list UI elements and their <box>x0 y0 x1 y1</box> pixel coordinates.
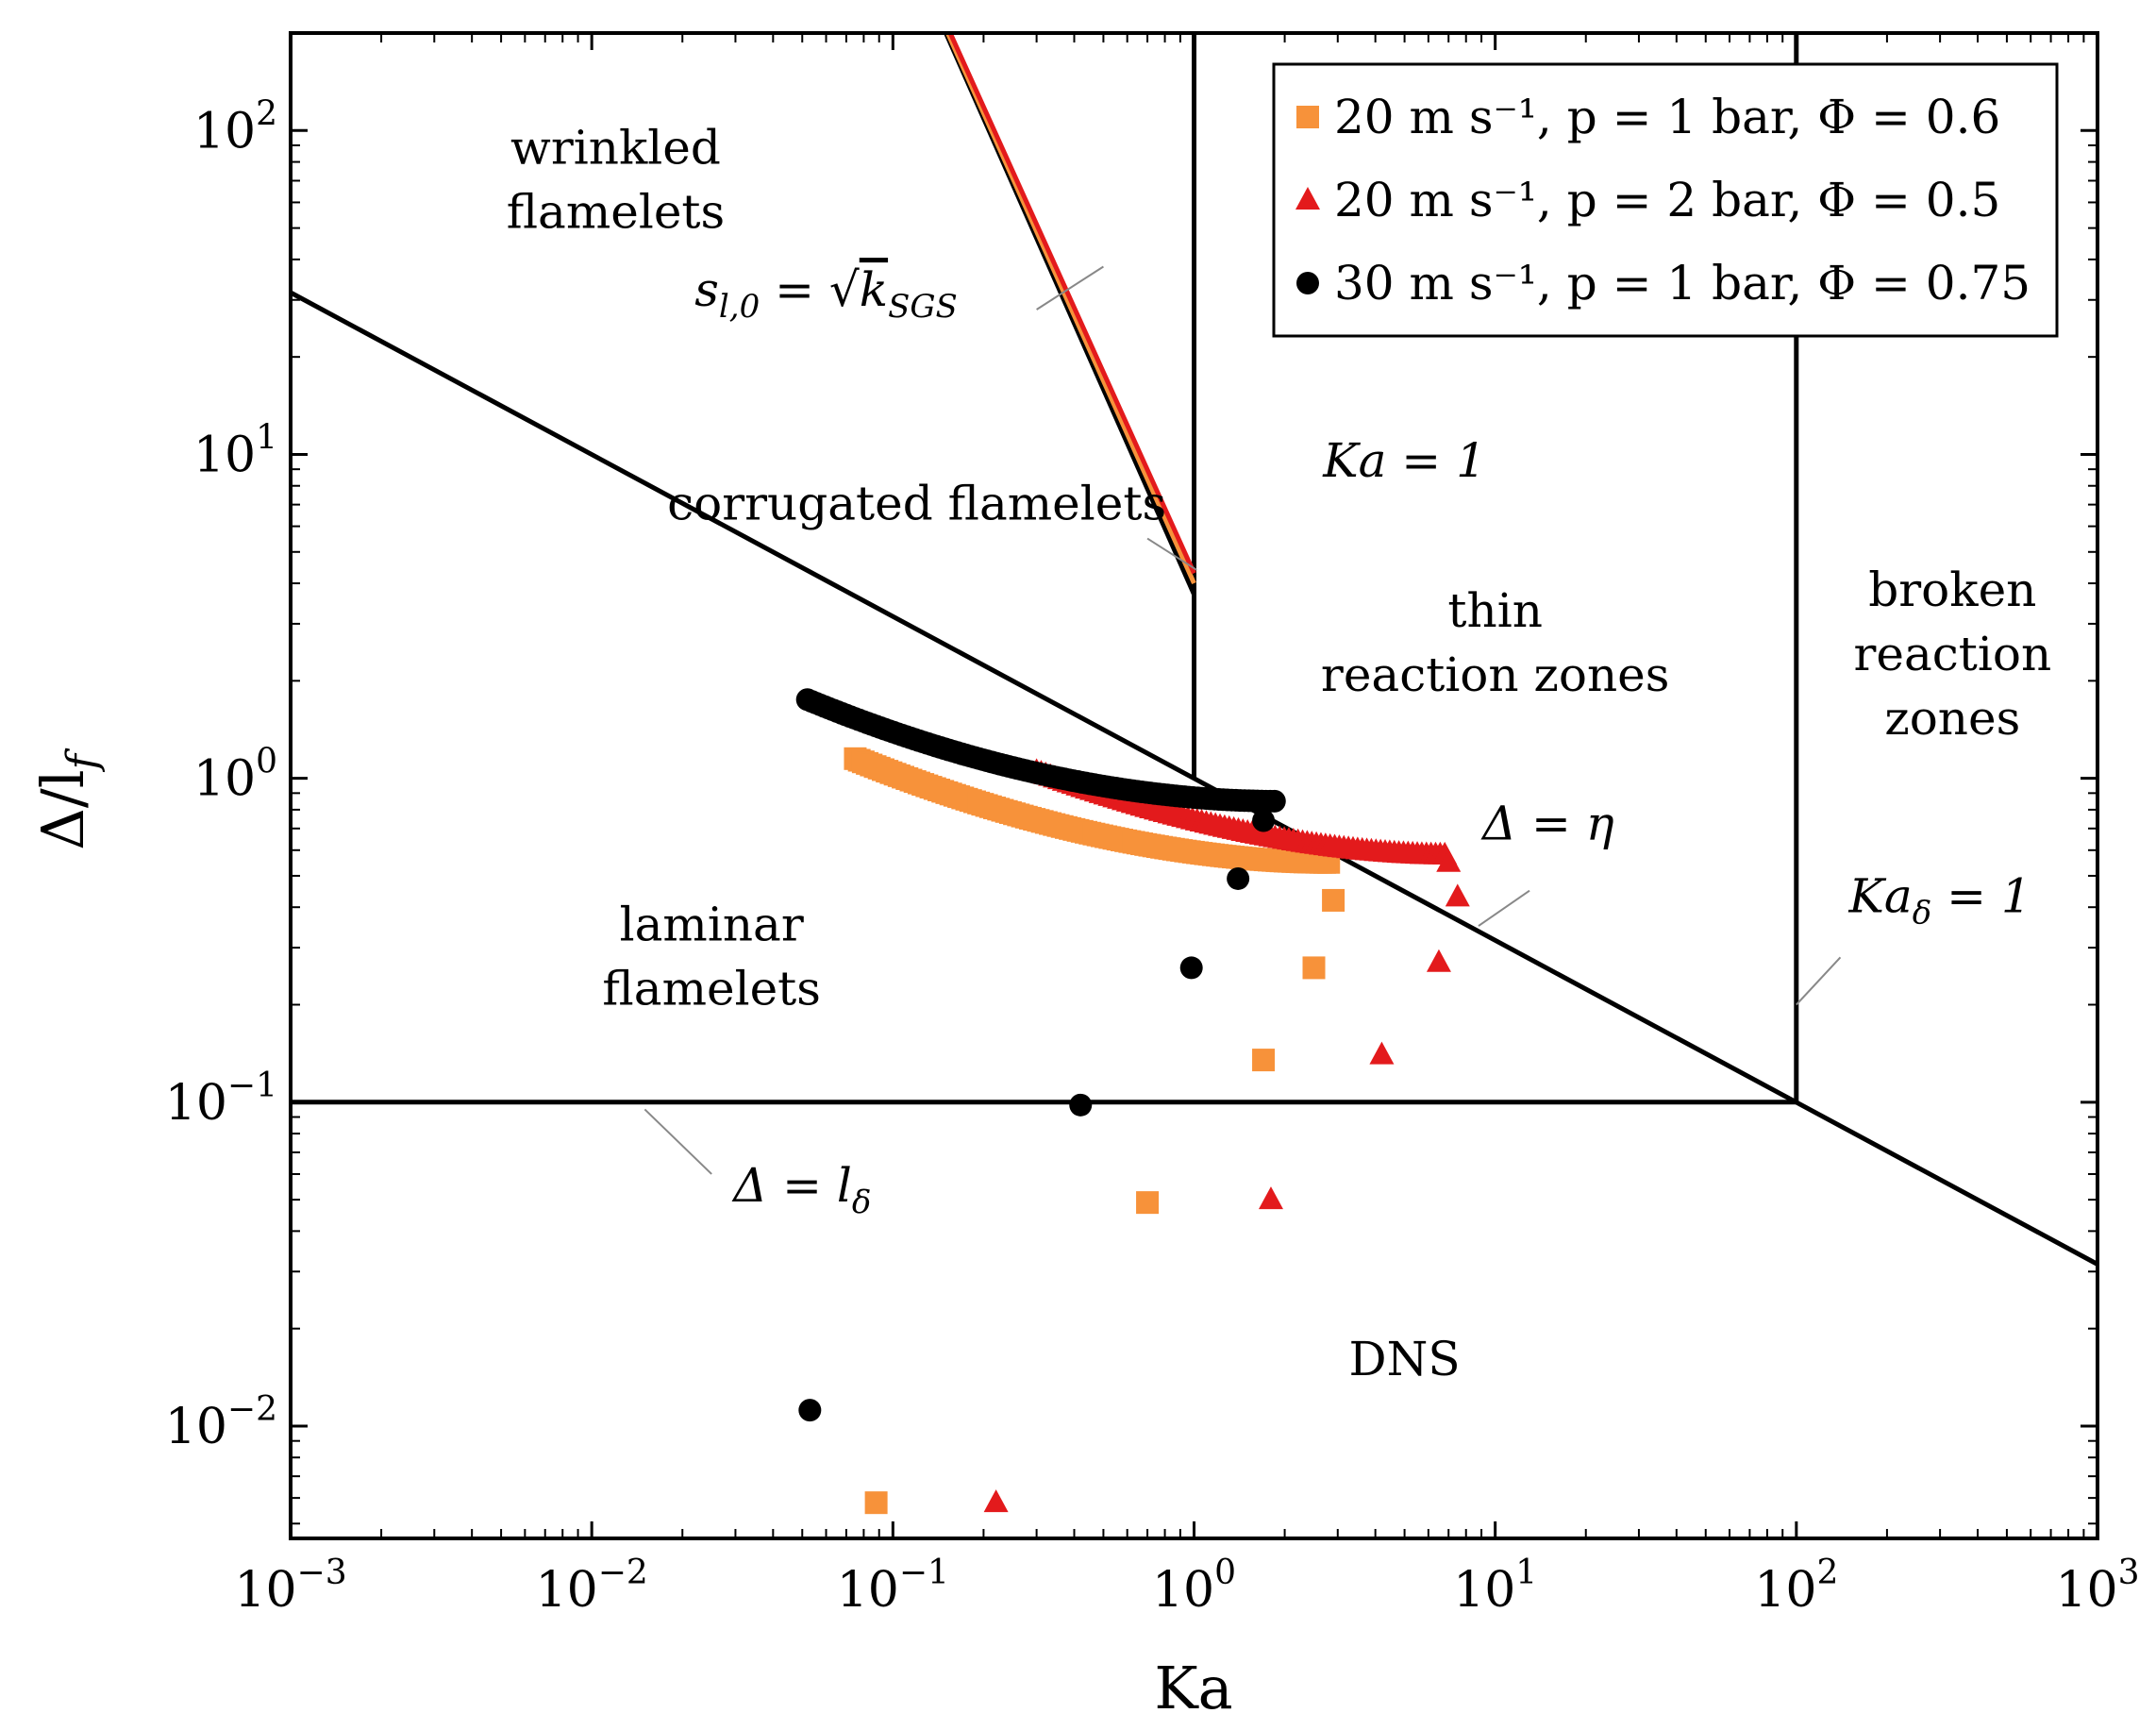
legend-marker-square <box>1296 106 1319 128</box>
x-tick-label: 10−1 <box>837 1554 949 1619</box>
x-tick-label: 10−2 <box>536 1554 648 1619</box>
legend-box <box>1272 62 2059 338</box>
x-axis-title: Ka <box>1154 1654 1232 1722</box>
series-2-marker <box>1426 949 1451 972</box>
x-tick-label: 103 <box>2055 1554 2139 1619</box>
x-tick-label: 102 <box>1754 1554 1838 1619</box>
series-1-marker <box>1136 1191 1160 1215</box>
region-label: thin <box>1447 583 1543 638</box>
legend-marker-triangle <box>1295 187 1320 210</box>
series-3-marker <box>1069 1093 1093 1117</box>
regime-line-sl-eq-sqrt-k-red <box>947 33 1196 575</box>
series-2-marker <box>1445 883 1470 907</box>
legend-entry-label: 20 m s⁻¹, p = 1 bar, Φ = 0.6 <box>1334 90 2000 144</box>
y-axis-title: Δ/lf <box>28 747 107 850</box>
legend-entry-label: 30 m s⁻¹, p = 1 bar, Φ = 0.75 <box>1334 256 2031 311</box>
series-3-marker <box>1179 956 1203 980</box>
region-label: reaction <box>1853 627 2051 681</box>
annotation-pointer <box>643 1108 712 1175</box>
series-1-marker <box>1302 956 1326 980</box>
region-label: corrugated flamelets <box>667 477 1166 531</box>
series-2-marker <box>1436 848 1462 872</box>
region-label: DNS <box>1349 1332 1461 1386</box>
region-labels: wrinkled flamelets corrugated flamelets thi… <box>507 120 2051 1386</box>
regime-lines <box>291 33 2098 1267</box>
x-axis-ticks: 10−3 10−2 10−1 100 101 102 103 <box>234 33 2140 1619</box>
x-tick-label: 100 <box>1152 1554 1236 1619</box>
annotation-label: Δ = η <box>1480 797 1614 851</box>
series-3-marker <box>1252 809 1276 832</box>
y-axis-ticks: 10−2 10−1 100 101 102 <box>165 94 2098 1455</box>
x-tick-label: 10−3 <box>234 1554 346 1619</box>
regime-line-delta-eq-eta <box>291 290 2098 1267</box>
series-1-marker <box>1322 888 1345 912</box>
annotation-label: Δ = lδ <box>731 1158 871 1221</box>
series-3-marker <box>1227 866 1250 890</box>
y-tick-label: 100 <box>193 743 277 808</box>
region-label: reaction zones <box>1321 647 1669 702</box>
series-3-marker <box>1262 789 1286 813</box>
legend-entry-label: 20 m s⁻¹, p = 2 bar, Φ = 0.5 <box>1334 173 2000 227</box>
line-annotations: sl,0 = √kSGS Ka = 1 Δ = η Kaδ = 1 Δ = lδ <box>694 262 2031 1221</box>
y-tick-label: 102 <box>193 94 277 160</box>
y-tick-label: 10−1 <box>165 1067 277 1132</box>
region-label: flamelets <box>602 961 821 1016</box>
series-2-marker <box>1258 1186 1283 1210</box>
regime-line-sl-eq-sqrt-k-orange <box>945 33 1196 585</box>
region-label: wrinkled <box>510 120 721 175</box>
annotation-pointer <box>1478 889 1530 927</box>
region-label: zones <box>1884 691 2020 746</box>
y-axis-title-text: Δ/lf <box>28 747 107 850</box>
annotation-pointer <box>1036 265 1104 311</box>
series-2-marker <box>983 1489 1009 1513</box>
annotation-pointers <box>643 265 1842 1175</box>
x-tick-label: 101 <box>1453 1554 1537 1619</box>
annotation-pointer <box>1146 537 1197 571</box>
region-label: broken <box>1868 563 2036 617</box>
legend-marker-circle <box>1296 272 1319 294</box>
region-label: laminar <box>620 897 804 951</box>
annotation-label: Kaδ = 1 <box>1848 868 2031 932</box>
region-label: flamelets <box>507 184 726 239</box>
series-3-marker <box>798 1399 822 1422</box>
annotation-label: sl,0 = √kSGS <box>694 262 958 326</box>
series-1-marker <box>864 1491 888 1515</box>
annotation-label: Ka = 1 <box>1322 433 1486 488</box>
series-2-marker <box>1369 1041 1395 1065</box>
legend: 20 m s⁻¹, p = 1 bar, Φ = 0.6 20 m s⁻¹, p … <box>1272 62 2059 338</box>
annotation-pointer <box>1796 956 1842 1006</box>
series-1-marker <box>1252 1049 1276 1072</box>
y-tick-label: 10−2 <box>165 1390 277 1455</box>
data-markers <box>795 688 1470 1515</box>
y-tick-label: 101 <box>193 418 277 483</box>
